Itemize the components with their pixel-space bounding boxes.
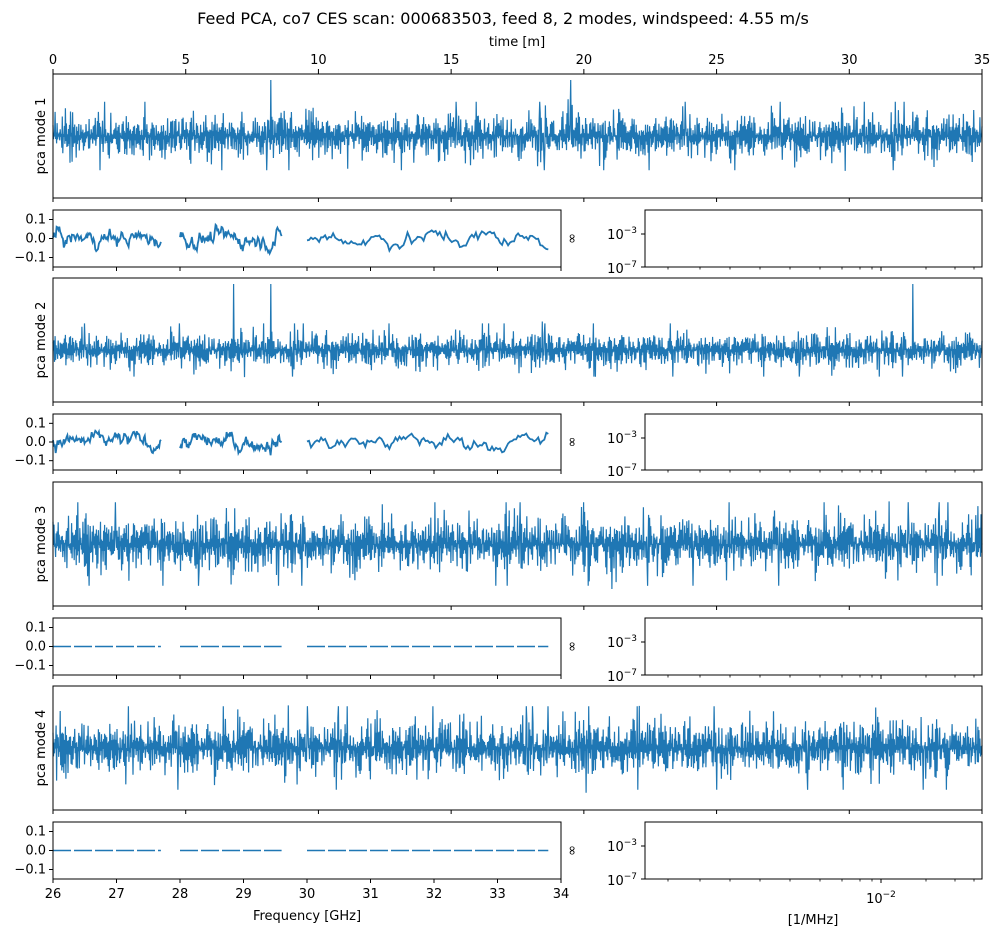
time-panel-frame xyxy=(52,481,983,607)
frequency-axis-label: Frequency [GHz] xyxy=(253,909,361,924)
freq-ytick-label: 0.1 xyxy=(25,213,46,228)
pca-mode-ylabel: pca mode 4 xyxy=(34,710,49,787)
freq-ytick-label: −0.1 xyxy=(14,251,46,266)
freq-ytick-label: 0.0 xyxy=(25,640,46,655)
freq-trace-segment xyxy=(179,431,283,457)
pca-mode-trace xyxy=(52,79,983,171)
psd-panel-frame xyxy=(644,821,983,880)
plot-layer: 0 5 10 15 20 25 30 35 pca mode 1 0.1 0.0 −0.1 10−3 10… xyxy=(14,53,990,907)
freq-ytick-label: −0.1 xyxy=(14,659,46,674)
time-tick-label: 30 xyxy=(841,53,858,68)
freq-xtick-label: 32 xyxy=(426,887,443,902)
time-tick-label: 25 xyxy=(708,53,725,68)
time-tick-label: 35 xyxy=(974,53,991,68)
psd-ylabel-infinity: ∞ xyxy=(565,641,580,652)
psd-ytick-label: 10−7 xyxy=(607,260,637,277)
pca-mode-ylabel: pca mode 2 xyxy=(34,302,49,379)
freq-xtick-label: 33 xyxy=(489,887,506,902)
freq-ytick-label: 0.0 xyxy=(25,435,46,450)
freq-ytick-label: 0.1 xyxy=(25,416,46,431)
psd-ylabel-infinity: ∞ xyxy=(565,233,580,244)
freq-ytick-label: 0.1 xyxy=(25,621,46,636)
freq-ytick-label: −0.1 xyxy=(14,863,46,878)
freq-ytick-label: 0.0 xyxy=(25,844,46,859)
psd-x-axis-label: [1/MHz] xyxy=(788,913,839,928)
figure-title: Feed PCA, co7 CES scan: 000683503, feed … xyxy=(197,9,809,28)
psd-ytick-label: 10−7 xyxy=(607,463,637,480)
freq-ytick-label: 0.0 xyxy=(25,232,46,247)
psd-ylabel-infinity: ∞ xyxy=(565,845,580,856)
freq-xtick-label: 28 xyxy=(172,887,189,902)
freq-trace-segment xyxy=(306,431,549,454)
freq-xtick-label: 29 xyxy=(235,887,252,902)
time-tick-label: 0 xyxy=(49,53,57,68)
time-panel-frame xyxy=(52,685,983,811)
pca-mode-ylabel: pca mode 3 xyxy=(34,506,49,583)
psd-ytick-label: 10−3 xyxy=(607,226,637,243)
freq-xtick-label: 27 xyxy=(108,887,125,902)
psd-ytick-label: 10−3 xyxy=(607,430,637,447)
freq-xtick-label: 34 xyxy=(553,887,570,902)
freq-xtick-label: 30 xyxy=(299,887,316,902)
pca-mode-ylabel: pca mode 1 xyxy=(34,98,49,175)
psd-ytick-label: 10−7 xyxy=(607,872,637,889)
psd-ylabel-infinity: ∞ xyxy=(565,437,580,448)
freq-trace-segment xyxy=(52,225,162,253)
time-tick-label: 15 xyxy=(443,53,460,68)
pca-mode-trace xyxy=(52,283,983,378)
psd-ytick-label: 10−3 xyxy=(607,634,637,651)
freq-ytick-label: 0.1 xyxy=(25,825,46,840)
psd-ytick-label: 10−7 xyxy=(607,668,637,685)
psd-ytick-label: 10−3 xyxy=(607,838,637,855)
freq-trace-segment xyxy=(179,222,283,256)
time-axis-label: time [m] xyxy=(489,35,545,50)
time-tick-label: 5 xyxy=(182,53,190,68)
pca-mode-trace xyxy=(52,705,983,793)
freq-trace-segment xyxy=(52,428,162,455)
time-panel-frame xyxy=(52,277,983,403)
freq-xtick-label: 26 xyxy=(45,887,62,902)
pca-mode-trace xyxy=(52,501,983,590)
time-tick-label: 10 xyxy=(310,53,327,68)
psd-panel-frame xyxy=(644,617,983,676)
freq-ytick-label: −0.1 xyxy=(14,454,46,469)
freq-trace-segment xyxy=(306,229,549,254)
psd-panel-frame xyxy=(644,413,983,471)
freq-xtick-label: 31 xyxy=(362,887,379,902)
psd-panel-frame xyxy=(644,209,983,268)
psd-xtick-label: 10−2 xyxy=(866,890,896,907)
time-panel-frame xyxy=(52,73,983,199)
time-tick-label: 20 xyxy=(576,53,593,68)
